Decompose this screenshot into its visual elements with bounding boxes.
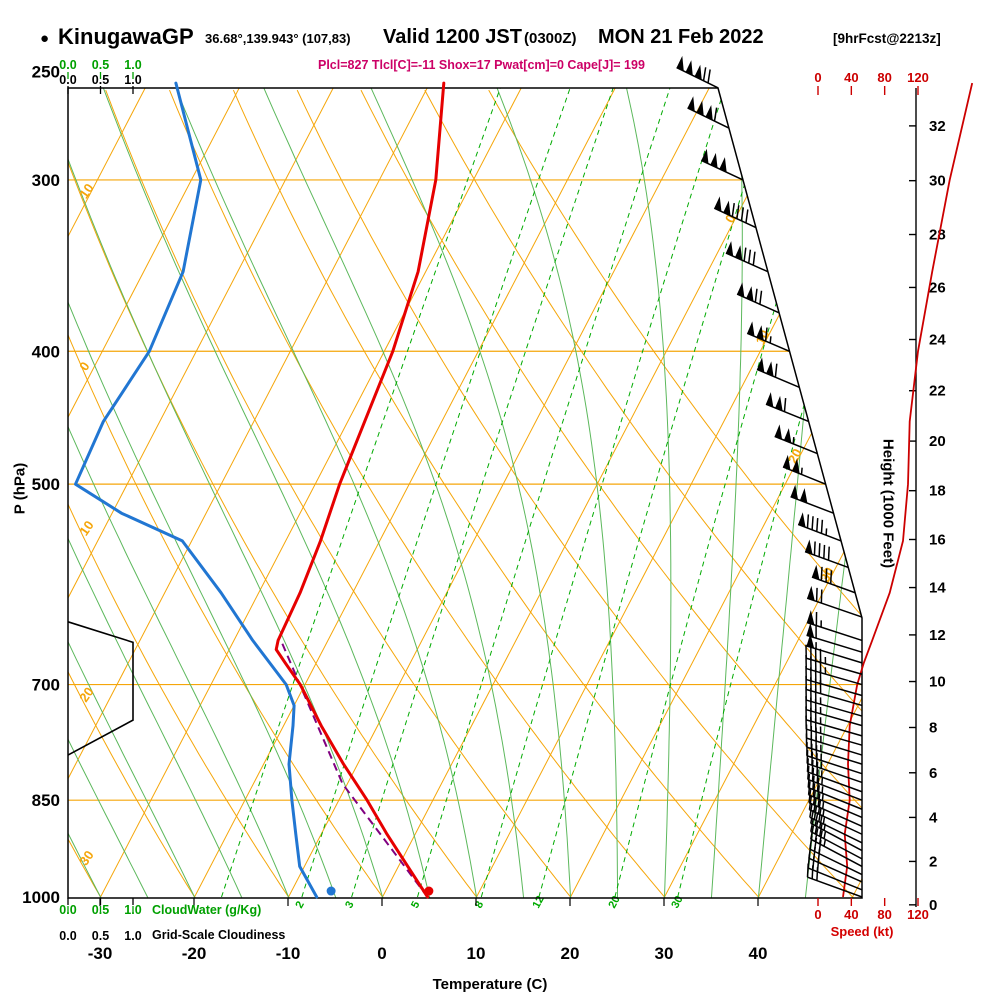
svg-text:4: 4 [929, 809, 938, 826]
speed-axis-title: Speed (kt) [830, 924, 894, 939]
valid-date: MON 21 Feb 2022 [598, 26, 764, 48]
svg-text:8: 8 [473, 899, 486, 910]
svg-text:0: 0 [814, 907, 821, 922]
svg-text:30: 30 [655, 944, 674, 963]
svg-text:40: 40 [749, 944, 768, 963]
svg-text:24: 24 [929, 332, 946, 349]
svg-text:22: 22 [929, 383, 946, 400]
cloudiness-curve [67, 621, 134, 756]
svg-text:400: 400 [32, 342, 60, 361]
svg-text:30: 30 [76, 848, 97, 868]
station-coordinates: 36.68°,139.943° (107,83) [205, 31, 351, 46]
svg-text:18: 18 [929, 483, 946, 500]
surface-temperature-dot [424, 886, 434, 896]
svg-text:0: 0 [929, 897, 937, 914]
svg-text:20: 20 [785, 446, 805, 466]
stability-indices: Plcl=827 Tlcl[C]=-11 Shox=17 Pwat[cm]=0 … [318, 58, 645, 72]
svg-text:20: 20 [561, 944, 580, 963]
valid-time: Valid 1200 JST [383, 26, 522, 48]
svg-text:-20: -20 [182, 944, 207, 963]
svg-text:0.0: 0.0 [59, 58, 76, 72]
svg-text:20: 20 [76, 684, 97, 704]
svg-text:12: 12 [530, 894, 546, 910]
svg-text:80: 80 [877, 907, 891, 922]
svg-text:32: 32 [929, 118, 946, 135]
plot-frame [67, 87, 863, 899]
svg-text:26: 26 [929, 279, 946, 296]
svg-text:12: 12 [929, 627, 946, 644]
svg-text:0.5: 0.5 [92, 929, 109, 943]
cloudwater-axis-title: CloudWater (g/Kg) [152, 903, 262, 917]
dewpoint-curve [74, 81, 319, 899]
svg-text:0: 0 [814, 70, 821, 85]
svg-text:1.0: 1.0 [124, 58, 141, 72]
svg-text:0: 0 [377, 944, 386, 963]
svg-text:28: 28 [929, 227, 946, 244]
height-axis-title: Height (1000 Feet) [879, 438, 897, 569]
svg-text:0.0: 0.0 [59, 73, 76, 87]
svg-text:-30: -30 [88, 944, 113, 963]
svg-text:120: 120 [907, 70, 929, 85]
cloudiness-axis-title: Grid-Scale Cloudiness [152, 928, 286, 942]
svg-text:1.0: 1.0 [124, 929, 141, 943]
svg-text:3: 3 [343, 899, 356, 910]
pressure-axis-title: P (hPa) [11, 462, 29, 515]
svg-text:80: 80 [877, 70, 891, 85]
svg-text:40: 40 [844, 907, 858, 922]
svg-text:700: 700 [32, 676, 60, 695]
svg-text:14: 14 [929, 580, 946, 597]
valid-zulu-time: (0300Z) [524, 30, 577, 47]
svg-text:0.0: 0.0 [59, 929, 76, 943]
svg-text:6: 6 [929, 765, 937, 782]
svg-text:16: 16 [929, 531, 946, 548]
svg-text:8: 8 [929, 719, 937, 736]
svg-text:10: 10 [929, 674, 946, 691]
svg-text:120: 120 [907, 907, 929, 922]
surface-dewpoint-dot [326, 886, 336, 896]
svg-text:0.5: 0.5 [92, 73, 109, 87]
svg-text:10: 10 [76, 181, 97, 201]
parcel-path-curve [279, 640, 429, 898]
wind-barbs [676, 55, 863, 898]
svg-text:20: 20 [606, 894, 622, 910]
svg-text:1.0: 1.0 [124, 73, 141, 87]
svg-text:2: 2 [293, 899, 306, 910]
svg-text:30: 30 [929, 173, 946, 190]
svg-text:-10: -10 [276, 944, 301, 963]
station-bullet-icon: ● [40, 30, 50, 47]
svg-text:1000: 1000 [22, 888, 60, 907]
svg-text:500: 500 [32, 475, 60, 494]
svg-text:30: 30 [669, 894, 685, 910]
station-name: KinugawaGP [58, 24, 194, 49]
svg-text:0.5: 0.5 [92, 58, 109, 72]
forecast-lead: [9hrFcst@2213z] [833, 31, 941, 46]
svg-text:850: 850 [32, 791, 60, 810]
svg-text:2: 2 [929, 853, 937, 870]
svg-text:0: 0 [76, 359, 92, 374]
svg-text:20: 20 [929, 433, 946, 450]
svg-text:10: 10 [467, 944, 486, 963]
svg-text:40: 40 [844, 70, 858, 85]
svg-text:10: 10 [76, 518, 97, 538]
temperature-axis-title: Temperature (C) [432, 976, 548, 993]
svg-text:250: 250 [32, 62, 60, 81]
svg-text:5: 5 [409, 899, 422, 910]
svg-text:300: 300 [32, 171, 60, 190]
temperature-curve [274, 81, 446, 899]
